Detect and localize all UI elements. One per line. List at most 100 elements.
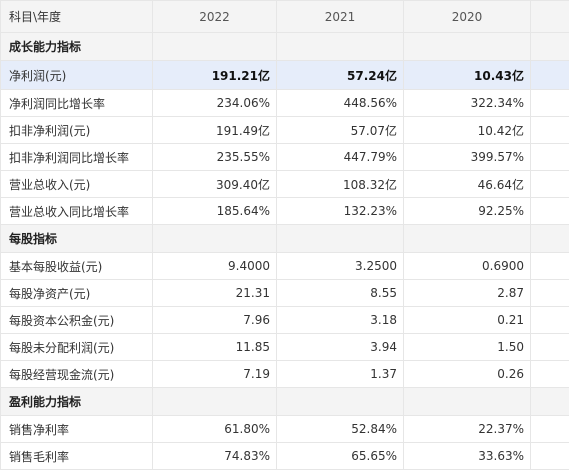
table-row[interactable]: 基本每股收益(元) 9.4000 3.2500 0.6900 [0, 252, 569, 280]
section-header-row: 成长能力指标 [0, 32, 569, 61]
highlighted-row[interactable]: 净利润(元) 191.21亿 57.24亿 10.43亿 [0, 60, 569, 90]
value-cell: 0.21 [403, 306, 531, 334]
row-spacer [530, 116, 569, 144]
row-spacer [530, 197, 569, 225]
header-label: 科目\年度 [0, 0, 153, 33]
value-cell: 132.23% [276, 197, 404, 225]
value-cell [403, 387, 531, 416]
value-cell: 191.49亿 [152, 116, 277, 144]
value-cell: 3.2500 [276, 252, 404, 280]
value-cell [152, 387, 277, 416]
row-spacer [530, 279, 569, 307]
table-row[interactable]: 净利润同比增长率 234.06% 448.56% 322.34% [0, 89, 569, 117]
header-year-2021[interactable]: 2021 [276, 0, 404, 33]
section-header-row: 每股指标 [0, 224, 569, 253]
row-label: 扣非净利润(元) [0, 116, 153, 144]
row-label: 净利润(元) [0, 60, 153, 90]
value-cell: 10.43亿 [403, 60, 531, 90]
value-cell: 1.37 [276, 360, 404, 388]
value-cell: 7.96 [152, 306, 277, 334]
row-spacer [530, 252, 569, 280]
row-spacer [530, 387, 569, 416]
value-cell: 185.64% [152, 197, 277, 225]
row-spacer [530, 306, 569, 334]
row-spacer [530, 360, 569, 388]
value-cell: 7.19 [152, 360, 277, 388]
value-cell: 108.32亿 [276, 170, 404, 198]
section-title: 每股指标 [0, 224, 153, 253]
value-cell: 399.57% [403, 143, 531, 171]
value-cell: 3.94 [276, 333, 404, 361]
value-cell [152, 224, 277, 253]
table-row[interactable]: 每股净资产(元) 21.31 8.55 2.87 [0, 279, 569, 307]
table-row[interactable]: 扣非净利润(元) 191.49亿 57.07亿 10.42亿 [0, 116, 569, 144]
value-cell: 92.25% [403, 197, 531, 225]
table-row[interactable]: 每股资本公积金(元) 7.96 3.18 0.21 [0, 306, 569, 334]
value-cell [276, 224, 404, 253]
value-cell: 46.64亿 [403, 170, 531, 198]
value-cell: 447.79% [276, 143, 404, 171]
value-cell: 0.6900 [403, 252, 531, 280]
row-label: 营业总收入同比增长率 [0, 197, 153, 225]
table-row[interactable]: 每股未分配利润(元) 11.85 3.94 1.50 [0, 333, 569, 361]
section-title: 成长能力指标 [0, 32, 153, 61]
section-header-row: 盈利能力指标 [0, 387, 569, 416]
row-spacer [530, 143, 569, 171]
value-cell: 52.84% [276, 415, 404, 443]
row-spacer [530, 170, 569, 198]
row-spacer [530, 89, 569, 117]
value-cell: 322.34% [403, 89, 531, 117]
value-cell: 2.87 [403, 279, 531, 307]
value-cell: 74.83% [152, 442, 277, 470]
value-cell [152, 32, 277, 61]
row-label: 每股净资产(元) [0, 279, 153, 307]
value-cell: 21.31 [152, 279, 277, 307]
table-row[interactable]: 销售毛利率 74.83% 65.65% 33.63% [0, 442, 569, 470]
row-label: 营业总收入(元) [0, 170, 153, 198]
row-label: 净利润同比增长率 [0, 89, 153, 117]
value-cell [403, 32, 531, 61]
value-cell: 33.63% [403, 442, 531, 470]
header-year-2022[interactable]: 2022 [152, 0, 277, 33]
value-cell: 0.26 [403, 360, 531, 388]
value-cell: 448.56% [276, 89, 404, 117]
table-row[interactable]: 销售净利率 61.80% 52.84% 22.37% [0, 415, 569, 443]
row-spacer [530, 32, 569, 61]
value-cell: 234.06% [152, 89, 277, 117]
value-cell: 22.37% [403, 415, 531, 443]
value-cell: 1.50 [403, 333, 531, 361]
row-label: 每股资本公积金(元) [0, 306, 153, 334]
row-label: 基本每股收益(元) [0, 252, 153, 280]
value-cell: 9.4000 [152, 252, 277, 280]
table-row[interactable]: 营业总收入同比增长率 185.64% 132.23% 92.25% [0, 197, 569, 225]
value-cell [276, 32, 404, 61]
table-row[interactable]: 扣非净利润同比增长率 235.55% 447.79% 399.57% [0, 143, 569, 171]
row-label: 销售毛利率 [0, 442, 153, 470]
row-label: 销售净利率 [0, 415, 153, 443]
section-title: 盈利能力指标 [0, 387, 153, 416]
value-cell: 65.65% [276, 442, 404, 470]
row-spacer [530, 442, 569, 470]
value-cell: 10.42亿 [403, 116, 531, 144]
table-row[interactable]: 每股经营现金流(元) 7.19 1.37 0.26 [0, 360, 569, 388]
row-spacer [530, 415, 569, 443]
header-year-2020[interactable]: 2020 [403, 0, 531, 33]
value-cell: 11.85 [152, 333, 277, 361]
value-cell: 57.07亿 [276, 116, 404, 144]
value-cell: 57.24亿 [276, 60, 404, 90]
table-row[interactable]: 营业总收入(元) 309.40亿 108.32亿 46.64亿 [0, 170, 569, 198]
table-header-row: 科目\年度 2022 2021 2020 [0, 0, 569, 33]
value-cell: 8.55 [276, 279, 404, 307]
value-cell: 191.21亿 [152, 60, 277, 90]
value-cell: 3.18 [276, 306, 404, 334]
value-cell [276, 387, 404, 416]
value-cell: 309.40亿 [152, 170, 277, 198]
value-cell: 61.80% [152, 415, 277, 443]
row-spacer [530, 224, 569, 253]
row-spacer [530, 333, 569, 361]
header-spacer [530, 0, 569, 33]
row-label: 每股经营现金流(元) [0, 360, 153, 388]
row-spacer [530, 60, 569, 90]
